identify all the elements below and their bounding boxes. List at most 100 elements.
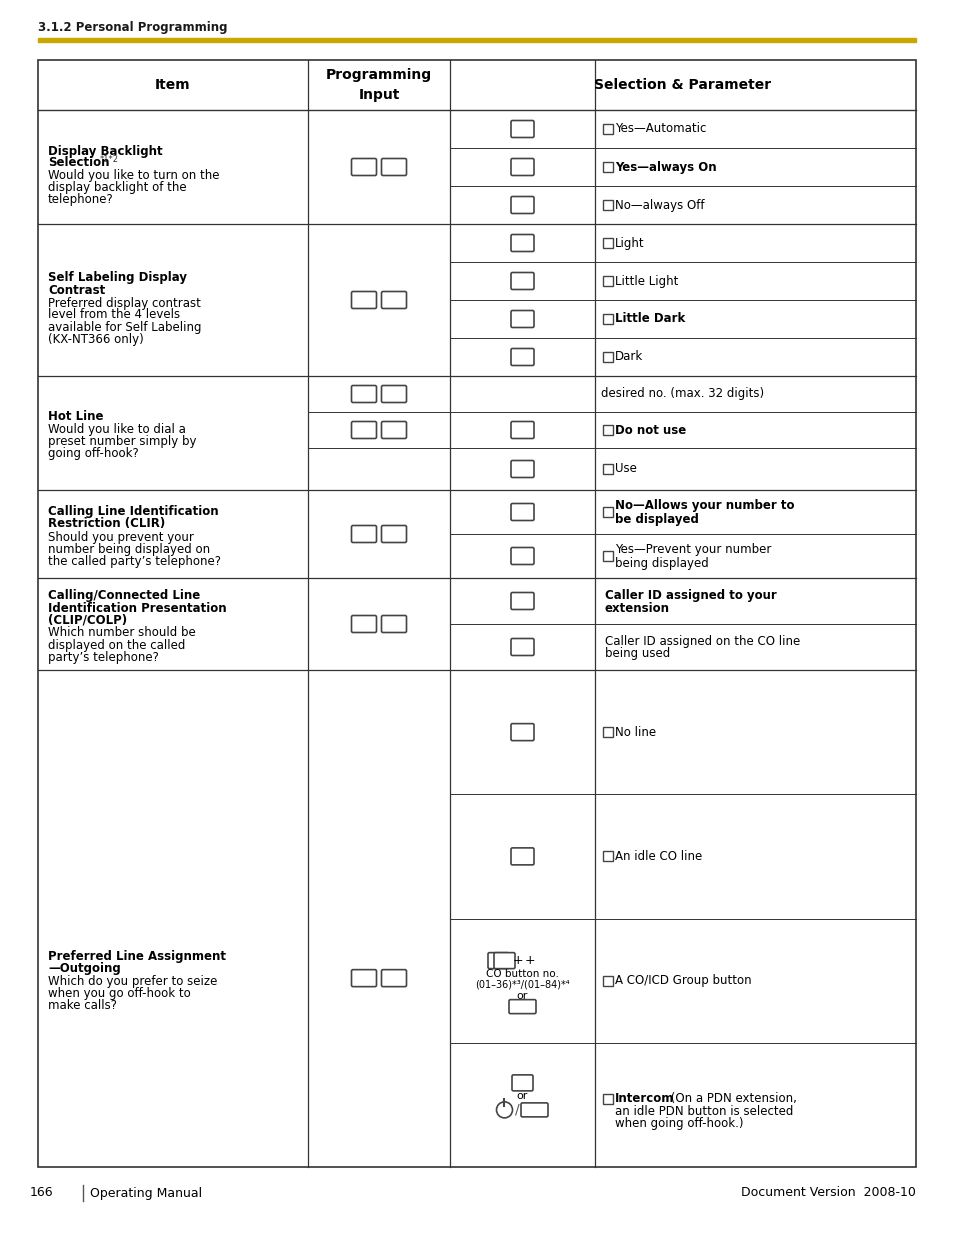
Text: (01–36)*³/(01–84)*⁴: (01–36)*³/(01–84)*⁴ bbox=[475, 979, 569, 989]
FancyBboxPatch shape bbox=[351, 385, 376, 403]
Text: Light: Light bbox=[615, 236, 644, 249]
Text: No—Allows your number to: No—Allows your number to bbox=[615, 499, 794, 513]
Text: +: + bbox=[494, 955, 504, 967]
FancyBboxPatch shape bbox=[511, 638, 534, 656]
Text: Preferred Line Assignment: Preferred Line Assignment bbox=[48, 950, 226, 962]
Text: Programming
Input: Programming Input bbox=[326, 68, 432, 101]
Text: Operating Manual: Operating Manual bbox=[90, 1187, 202, 1199]
Text: the called party’s telephone?: the called party’s telephone? bbox=[48, 555, 221, 568]
Text: Calling Line Identification: Calling Line Identification bbox=[48, 505, 218, 519]
Bar bbox=[38, 38, 915, 42]
Bar bbox=[602, 352, 613, 362]
FancyBboxPatch shape bbox=[511, 504, 534, 520]
FancyBboxPatch shape bbox=[381, 969, 406, 987]
Text: Display Backlight: Display Backlight bbox=[48, 144, 162, 158]
Text: Self Labeling Display: Self Labeling Display bbox=[48, 272, 187, 284]
Text: displayed on the called: displayed on the called bbox=[48, 638, 185, 652]
FancyBboxPatch shape bbox=[511, 593, 534, 610]
FancyBboxPatch shape bbox=[381, 615, 406, 632]
Text: number being displayed on: number being displayed on bbox=[48, 542, 210, 556]
Text: 166: 166 bbox=[30, 1187, 53, 1199]
Text: Would you like to turn on the: Would you like to turn on the bbox=[48, 169, 219, 183]
Text: /: / bbox=[515, 1103, 519, 1116]
Text: Dark: Dark bbox=[615, 351, 642, 363]
FancyBboxPatch shape bbox=[511, 235, 534, 252]
Text: Identification Presentation: Identification Presentation bbox=[48, 601, 227, 615]
Text: Little Dark: Little Dark bbox=[615, 312, 684, 326]
Text: *1*2: *1*2 bbox=[100, 154, 119, 163]
Text: be displayed: be displayed bbox=[615, 513, 699, 526]
FancyBboxPatch shape bbox=[511, 848, 534, 864]
Text: Which do you prefer to seize: Which do you prefer to seize bbox=[48, 974, 217, 988]
Text: Which number should be: Which number should be bbox=[48, 626, 195, 640]
Text: Yes—always On: Yes—always On bbox=[615, 161, 716, 173]
FancyBboxPatch shape bbox=[512, 1074, 533, 1091]
Text: display backlight of the: display backlight of the bbox=[48, 182, 187, 194]
Text: An idle CO line: An idle CO line bbox=[615, 850, 701, 863]
Text: 3.1.2 Personal Programming: 3.1.2 Personal Programming bbox=[38, 21, 227, 35]
Text: Document Version  2008-10: Document Version 2008-10 bbox=[740, 1187, 915, 1199]
Text: Little Light: Little Light bbox=[615, 274, 678, 288]
Text: (On a PDN extension,: (On a PDN extension, bbox=[666, 1093, 796, 1105]
Text: Restriction (CLIR): Restriction (CLIR) bbox=[48, 517, 165, 531]
Text: being used: being used bbox=[604, 647, 670, 661]
Text: being displayed: being displayed bbox=[615, 557, 708, 569]
Bar bbox=[38, 61, 915, 1167]
Text: Caller ID assigned to your: Caller ID assigned to your bbox=[604, 589, 776, 601]
Bar bbox=[602, 976, 613, 986]
FancyBboxPatch shape bbox=[520, 1103, 547, 1116]
FancyBboxPatch shape bbox=[511, 310, 534, 327]
Bar bbox=[602, 851, 613, 861]
FancyBboxPatch shape bbox=[351, 421, 376, 438]
Bar bbox=[602, 425, 613, 435]
Text: Contrast: Contrast bbox=[48, 284, 105, 296]
Text: Intercom: Intercom bbox=[615, 1093, 674, 1105]
Bar bbox=[602, 464, 613, 474]
Text: when going off-hook.): when going off-hook.) bbox=[615, 1118, 742, 1130]
Text: Caller ID assigned on the CO line: Caller ID assigned on the CO line bbox=[604, 635, 800, 647]
Text: (CLIP/COLP): (CLIP/COLP) bbox=[48, 614, 127, 626]
Bar bbox=[602, 162, 613, 172]
FancyBboxPatch shape bbox=[351, 615, 376, 632]
Text: No line: No line bbox=[615, 726, 656, 739]
Bar bbox=[602, 275, 613, 287]
FancyBboxPatch shape bbox=[381, 158, 406, 175]
Text: or: or bbox=[517, 1091, 528, 1100]
Text: CO button no.: CO button no. bbox=[485, 968, 558, 978]
Text: telephone?: telephone? bbox=[48, 194, 113, 206]
Text: Yes—Automatic: Yes—Automatic bbox=[615, 122, 705, 136]
Text: Item: Item bbox=[155, 78, 191, 91]
Text: available for Self Labeling: available for Self Labeling bbox=[48, 321, 201, 333]
Bar bbox=[602, 200, 613, 210]
FancyBboxPatch shape bbox=[511, 421, 534, 438]
Text: Would you like to dial a: Would you like to dial a bbox=[48, 424, 186, 436]
Bar bbox=[602, 551, 613, 561]
Text: when you go off-hook to: when you go off-hook to bbox=[48, 987, 191, 999]
Text: (KX-NT366 only): (KX-NT366 only) bbox=[48, 332, 144, 346]
Text: make calls?: make calls? bbox=[48, 999, 117, 1011]
FancyBboxPatch shape bbox=[509, 999, 536, 1014]
Text: level from the 4 levels: level from the 4 levels bbox=[48, 309, 180, 321]
FancyBboxPatch shape bbox=[351, 969, 376, 987]
FancyBboxPatch shape bbox=[381, 291, 406, 309]
Text: Selection & Parameter: Selection & Parameter bbox=[594, 78, 771, 91]
Text: Use: Use bbox=[615, 462, 637, 475]
Bar bbox=[602, 124, 613, 135]
FancyBboxPatch shape bbox=[381, 385, 406, 403]
Text: Selection: Selection bbox=[48, 157, 110, 169]
Text: party’s telephone?: party’s telephone? bbox=[48, 651, 159, 663]
Bar bbox=[602, 1094, 613, 1104]
Text: Preferred display contrast: Preferred display contrast bbox=[48, 296, 201, 310]
Text: +: + bbox=[512, 955, 522, 967]
Text: +: + bbox=[524, 955, 535, 967]
Text: A CO/ICD Group button: A CO/ICD Group button bbox=[615, 974, 751, 987]
Text: going off-hook?: going off-hook? bbox=[48, 447, 138, 461]
FancyBboxPatch shape bbox=[351, 158, 376, 175]
FancyBboxPatch shape bbox=[511, 461, 534, 478]
Bar bbox=[602, 727, 613, 737]
Bar bbox=[602, 238, 613, 248]
FancyBboxPatch shape bbox=[351, 526, 376, 542]
Text: —Outgoing: —Outgoing bbox=[48, 962, 121, 974]
Text: Do not use: Do not use bbox=[615, 424, 685, 436]
Text: desired no. (max. 32 digits): desired no. (max. 32 digits) bbox=[600, 388, 763, 400]
